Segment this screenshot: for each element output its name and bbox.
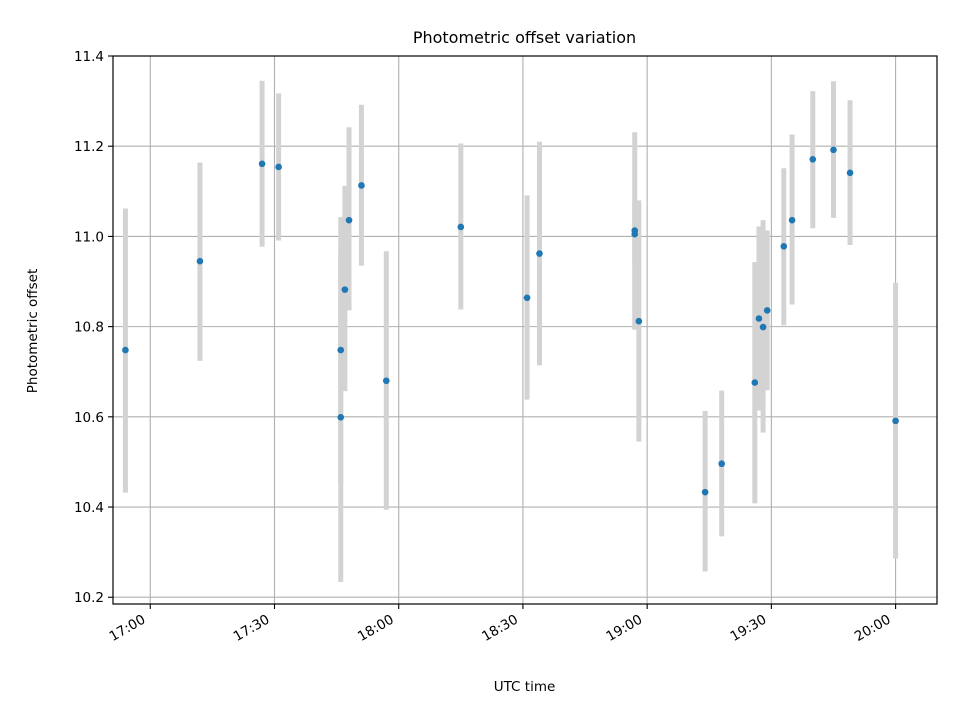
data-point: [196, 257, 204, 265]
chart-title: Photometric offset variation: [413, 28, 636, 47]
data-point: [892, 417, 899, 425]
y-tick-label: 11.4: [74, 49, 104, 65]
data-point: [457, 223, 465, 231]
plot-frame: [112, 55, 938, 605]
data-point: [780, 243, 788, 250]
data-point: [809, 155, 817, 163]
data-point: [631, 230, 639, 238]
data-point: [275, 163, 282, 171]
data-point: [846, 169, 854, 177]
data-point: [523, 294, 531, 302]
y-tick-label: 10.2: [74, 590, 104, 606]
data-points: [122, 146, 899, 496]
y-tick-label: 10.8: [74, 320, 104, 336]
data-point: [345, 216, 353, 224]
data-point: [763, 307, 771, 314]
data-point: [341, 286, 349, 293]
data-point: [122, 346, 129, 354]
y-tick-label: 11.0: [74, 229, 104, 245]
data-point: [337, 413, 345, 421]
data-point: [751, 379, 759, 386]
y-axis-label: Photometric offset: [25, 269, 41, 393]
data-point: [755, 315, 763, 322]
data-point: [382, 377, 390, 385]
data-point: [759, 323, 767, 331]
data-point: [358, 182, 365, 189]
y-tick-label: 11.2: [74, 139, 104, 155]
data-point: [718, 460, 725, 468]
x-axis-label: UTC time: [494, 679, 556, 695]
data-point: [635, 317, 643, 325]
y-tick-label: 10.6: [74, 410, 104, 426]
data-point: [701, 488, 709, 496]
y-tick-label: 10.4: [74, 500, 104, 516]
data-point: [258, 160, 266, 168]
data-point: [337, 346, 345, 354]
data-point: [536, 250, 543, 257]
data-point: [788, 216, 796, 224]
data-point: [830, 146, 837, 154]
